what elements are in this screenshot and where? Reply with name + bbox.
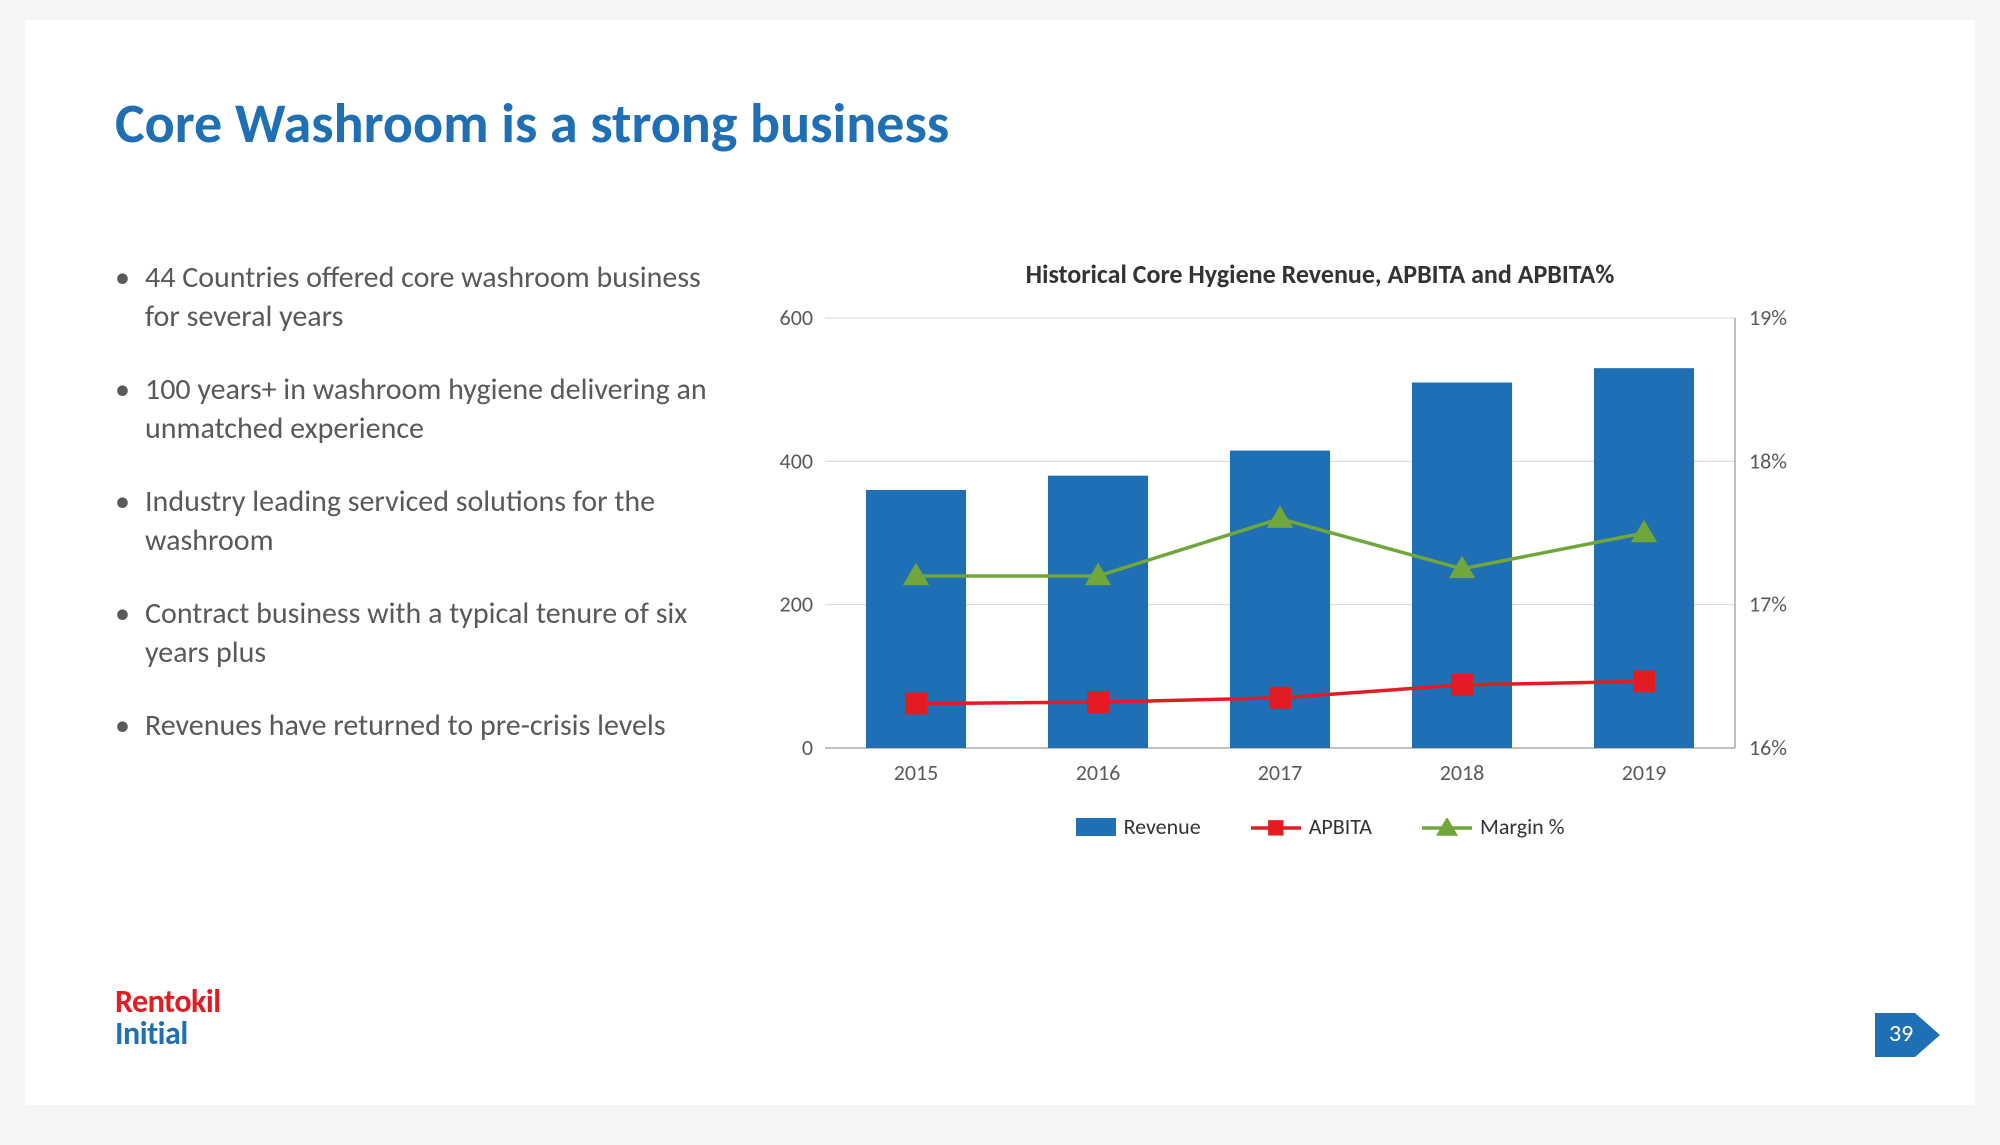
svg-text:2019: 2019 [1622,759,1667,786]
legend-margin: Margin % [1422,813,1564,840]
content-row: 44 Countries offered core washroom busin… [115,258,1885,840]
chart-legend: Revenue APBITA Margin % [755,813,1885,840]
svg-text:0: 0 [802,734,813,761]
svg-text:2015: 2015 [894,759,939,786]
svg-text:200: 200 [780,591,813,618]
legend-swatch-bar [1076,818,1116,836]
combo-chart: 0 200 400 600 16% 17% 18% 19% 2015 2016 2017 2018 20… [755,308,1815,798]
legend-revenue: Revenue [1076,813,1201,840]
legend-apbita: APBITA [1251,813,1372,840]
legend-swatch-line [1251,817,1301,837]
slide: Core Washroom is a strong business 44 Co… [25,20,1975,1105]
svg-text:2017: 2017 [1258,759,1303,786]
legend-swatch-line [1422,817,1472,837]
svg-text:2016: 2016 [1076,759,1121,786]
svg-text:400: 400 [780,447,813,474]
legend-label: Revenue [1124,813,1201,840]
svg-text:17%: 17% [1749,591,1787,618]
legend-label: Margin % [1480,813,1564,840]
bullet-item: Contract business with a typical tenure … [115,594,715,672]
svg-text:16%: 16% [1749,734,1787,761]
page-number: 39 [1889,1019,1913,1048]
bullet-item: 100 years+ in washroom hygiene deliverin… [115,370,715,448]
bullet-item: Industry leading serviced solutions for … [115,482,715,560]
svg-text:19%: 19% [1749,308,1787,331]
chart-title: Historical Core Hygiene Revenue, APBITA … [755,258,1885,290]
svg-text:18%: 18% [1749,447,1787,474]
bullet-item: Revenues have returned to pre-crisis lev… [115,706,715,745]
brand-logo: Rentokil Initial [115,986,221,1050]
svg-text:600: 600 [780,308,813,331]
svg-text:2018: 2018 [1440,759,1485,786]
legend-label: APBITA [1309,813,1372,840]
page-number-badge: 39 [1875,1005,1945,1065]
chart-svg-container: 0 200 400 600 16% 17% 18% 19% 2015 2016 2017 2018 20… [755,308,1885,803]
chart-area: Historical Core Hygiene Revenue, APBITA … [755,258,1885,840]
bullet-list: 44 Countries offered core washroom busin… [115,258,715,840]
logo-bottom: Initial [115,1018,221,1050]
bullet-item: 44 Countries offered core washroom busin… [115,258,715,336]
slide-title: Core Washroom is a strong business [115,90,1885,158]
